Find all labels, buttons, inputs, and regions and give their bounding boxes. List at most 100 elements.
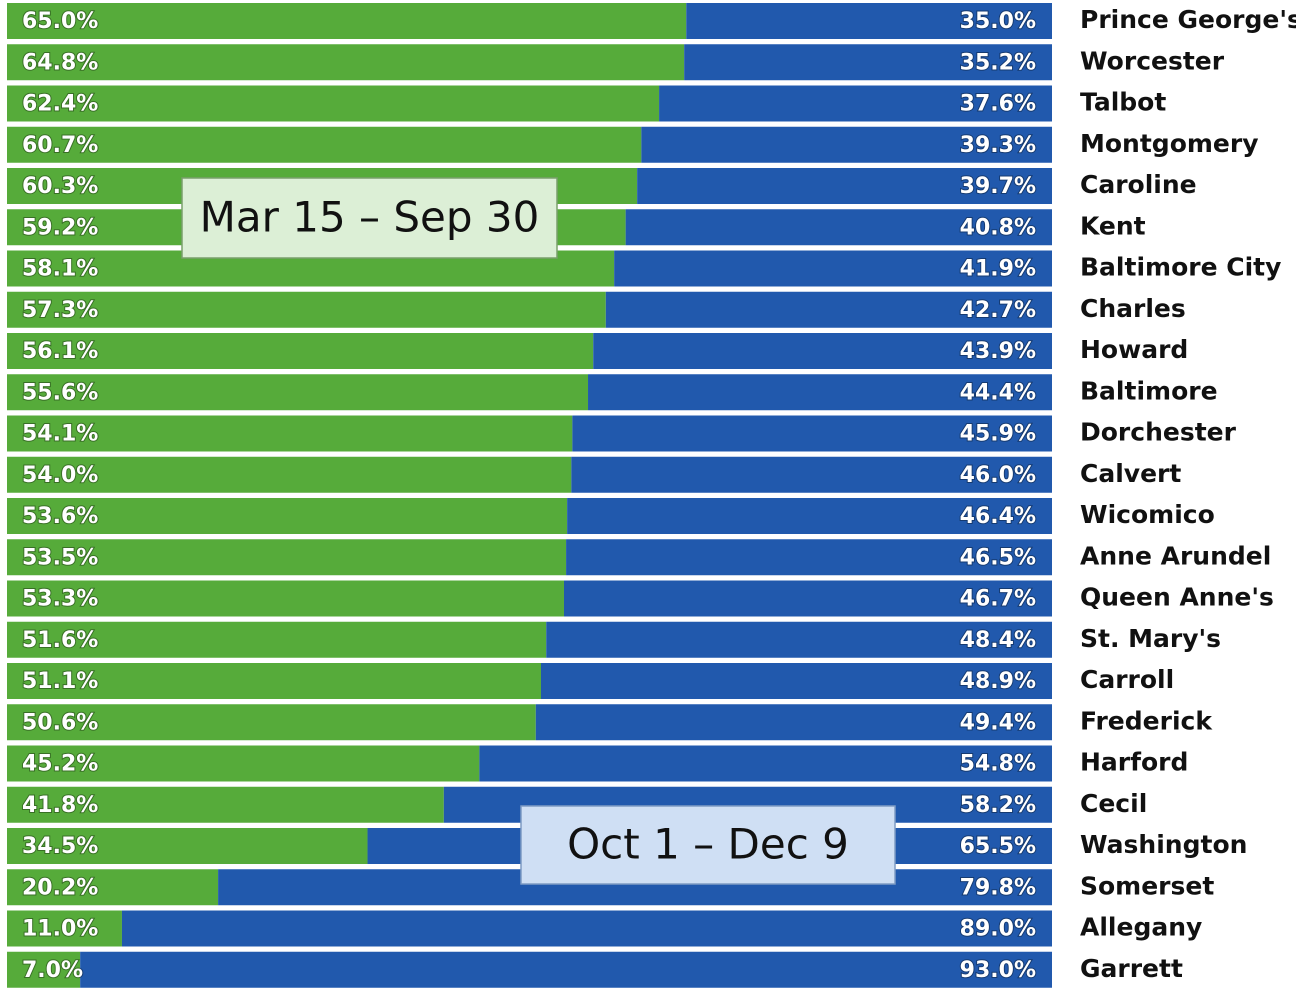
value-label: 58.1% xyxy=(22,257,98,282)
category-label: Washington xyxy=(1080,830,1247,859)
category-label: Charles xyxy=(1080,294,1186,323)
value-label: 48.4% xyxy=(960,628,1036,653)
legend-box xyxy=(181,177,558,259)
value-label: 49.4% xyxy=(960,710,1036,735)
bar-segment xyxy=(535,704,1052,741)
category-label: Montgomery xyxy=(1080,129,1259,158)
bar-segment xyxy=(7,621,547,658)
value-label: 11.0% xyxy=(22,917,98,942)
bar-segment xyxy=(7,869,219,906)
bar-segment xyxy=(684,44,1052,81)
bar-segment xyxy=(7,745,480,782)
bar-segment xyxy=(614,250,1052,287)
category-label: Baltimore xyxy=(1080,376,1218,405)
category-label: Wicomico xyxy=(1080,500,1215,529)
value-label: 79.8% xyxy=(960,875,1036,900)
category-label: Baltimore City xyxy=(1080,253,1281,282)
bar-segment xyxy=(563,580,1052,617)
bar-segment xyxy=(7,85,660,122)
value-label: 7.0% xyxy=(22,958,83,983)
bar-segment xyxy=(7,539,567,576)
bar-segment xyxy=(572,415,1052,452)
category-label: Talbot xyxy=(1080,88,1166,117)
value-label: 62.4% xyxy=(22,92,98,117)
value-label: 46.4% xyxy=(960,504,1036,529)
value-label: 43.9% xyxy=(960,339,1036,364)
value-label: 58.2% xyxy=(960,793,1036,818)
value-label: 59.2% xyxy=(22,215,98,240)
category-label: Harford xyxy=(1080,748,1188,777)
value-label: 45.2% xyxy=(22,752,98,777)
legend-label: Oct 1 – Dec 9 xyxy=(567,820,849,869)
bar-segment xyxy=(7,456,572,493)
value-label: 41.8% xyxy=(22,793,98,818)
category-label: Frederick xyxy=(1080,706,1213,735)
value-label: 37.6% xyxy=(960,92,1036,117)
value-label: 51.6% xyxy=(22,628,98,653)
value-label: 54.8% xyxy=(960,752,1036,777)
value-label: 41.9% xyxy=(960,257,1036,282)
value-label: 53.6% xyxy=(22,504,98,529)
value-label: 60.7% xyxy=(22,133,98,158)
bar-segment xyxy=(659,85,1052,122)
value-label: 20.2% xyxy=(22,875,98,900)
value-label: 65.5% xyxy=(960,834,1036,859)
bar-segment xyxy=(546,621,1052,658)
category-label: Carroll xyxy=(1080,665,1174,694)
bar-segment xyxy=(567,498,1052,534)
legend-item: Mar 15 – Sep 30 xyxy=(181,177,558,259)
bar-segment xyxy=(80,951,1052,988)
bar-segment xyxy=(686,3,1052,39)
value-label: 57.3% xyxy=(22,298,98,323)
value-label: 42.7% xyxy=(960,298,1036,323)
category-label: Worcester xyxy=(1080,46,1225,75)
value-label: 65.0% xyxy=(22,9,98,34)
category-label: Somerset xyxy=(1080,871,1214,900)
value-label: 89.0% xyxy=(960,917,1036,942)
value-label: 46.7% xyxy=(960,587,1036,612)
bar-segment xyxy=(588,374,1052,411)
value-label: 39.7% xyxy=(960,174,1036,199)
bar-segment xyxy=(7,44,685,81)
bar-segment xyxy=(7,786,444,823)
category-label: Queen Anne's xyxy=(1080,583,1274,612)
bar-segment xyxy=(7,374,589,411)
value-label: 53.5% xyxy=(22,545,98,570)
value-label: 55.6% xyxy=(22,380,98,405)
value-label: 35.0% xyxy=(960,9,1036,34)
bar-segment xyxy=(605,291,1052,328)
category-label: Cecil xyxy=(1080,789,1147,818)
bar-segment xyxy=(7,291,606,328)
value-label: 44.4% xyxy=(960,380,1036,405)
category-label: Calvert xyxy=(1080,459,1181,488)
category-label: Allegany xyxy=(1080,913,1202,942)
value-label: 39.3% xyxy=(960,133,1036,158)
category-label: St. Mary's xyxy=(1080,624,1221,653)
value-label: 54.0% xyxy=(22,463,98,488)
bar-segment xyxy=(625,209,1052,246)
value-label: 53.3% xyxy=(22,587,98,612)
bar-segment xyxy=(566,539,1052,576)
value-label: 54.1% xyxy=(22,422,98,447)
bar-segment xyxy=(7,951,81,988)
value-label: 60.3% xyxy=(22,174,98,199)
bar-segment xyxy=(7,126,642,163)
bar-segment xyxy=(593,333,1052,369)
bar-segment xyxy=(7,580,564,617)
value-label: 46.5% xyxy=(960,545,1036,570)
category-label: Caroline xyxy=(1080,170,1197,199)
bar-segment xyxy=(479,745,1053,782)
bar-segment xyxy=(7,3,687,39)
bar-segment xyxy=(7,333,594,369)
value-label: 56.1% xyxy=(22,339,98,364)
value-label: 34.5% xyxy=(22,834,98,859)
legend-item: Oct 1 – Dec 9 xyxy=(520,805,896,885)
bar-segment xyxy=(571,456,1052,493)
value-label: 35.2% xyxy=(960,50,1036,75)
category-label: Howard xyxy=(1080,335,1188,364)
value-label: 64.8% xyxy=(22,50,98,75)
bar-segment xyxy=(121,910,1052,947)
bar-segment xyxy=(7,704,536,741)
bar-segment xyxy=(637,168,1052,204)
